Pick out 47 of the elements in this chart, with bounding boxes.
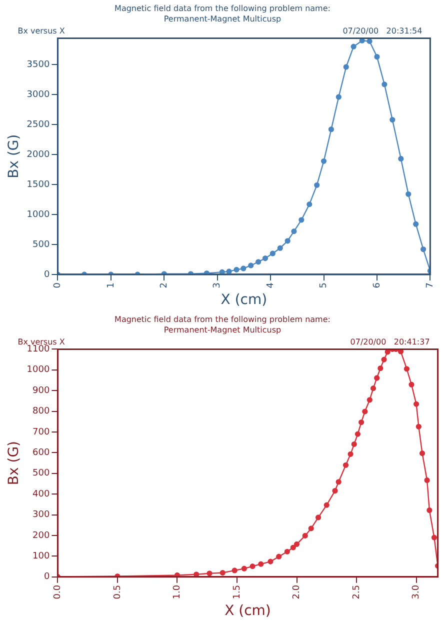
x-tick-label: 1.0: [172, 584, 183, 600]
x-tick-label: 6: [372, 282, 382, 288]
x-axis-title: X (cm): [224, 603, 271, 620]
chart-title: Magnetic field data from the following problem name:: [114, 4, 330, 13]
y-tick-label: 0: [44, 270, 50, 280]
y-tick-label: 300: [32, 510, 50, 520]
x-tick-label: 2.5: [352, 584, 362, 600]
y-tick-label: 2000: [26, 150, 50, 160]
y-tick-label: 2500: [26, 120, 50, 130]
x-tick-label: 2: [159, 282, 170, 288]
x-tick-label: 3.0: [412, 584, 422, 600]
y-tick-label: 1000: [26, 365, 50, 376]
x-tick-label: 3: [212, 282, 223, 288]
y-tick-label: 500: [32, 468, 50, 479]
chart-subtitle: Permanent-Magnet Multicusp: [164, 325, 282, 334]
y-tick-label: 800: [32, 406, 50, 417]
y-tick-label: 700: [32, 427, 50, 438]
y-tick-label: 500: [32, 240, 50, 250]
y-tick-label: 1500: [26, 180, 50, 190]
x-tick-label: 4: [266, 282, 276, 288]
x-tick-label: 1: [106, 282, 116, 288]
y-tick-label: 3500: [26, 60, 50, 70]
y-tick-label: 200: [32, 530, 50, 541]
text: Bx versus X: [18, 26, 66, 36]
y-tick-label: 3000: [26, 90, 50, 100]
y-axis-title: Bx (G): [6, 134, 22, 178]
text: Bx versus X: [18, 337, 66, 346]
y-tick-label: 600: [32, 448, 50, 458]
y-tick-label: 1100: [26, 344, 50, 355]
text: 07/20/00 20:31:54: [342, 26, 422, 36]
chart-subtitle: Permanent-Magnet Multicusp: [164, 14, 282, 24]
y-tick-label: 0: [44, 572, 50, 582]
x-tick-label: 7: [426, 282, 436, 288]
x-tick-label: 1.5: [232, 584, 242, 600]
y-tick-label: 100: [32, 552, 50, 562]
x-tick-label: 5: [319, 282, 330, 288]
x-tick-label: 2.0: [292, 584, 302, 600]
y-tick-label: 400: [32, 489, 50, 500]
text: 07/20/00 20:41:37: [350, 337, 430, 346]
x-axis-title: X (cm): [220, 292, 268, 308]
y-tick-label: 1000: [26, 210, 50, 220]
x-tick-label: 0: [53, 282, 64, 288]
x-tick-label: 0.5: [112, 584, 123, 600]
chart-title: Magnetic field data from the following problem name:: [114, 314, 330, 324]
x-tick-label: 0.0: [53, 584, 64, 600]
y-tick-label: 900: [32, 386, 50, 396]
y-axis-title: Bx (G): [6, 440, 22, 486]
